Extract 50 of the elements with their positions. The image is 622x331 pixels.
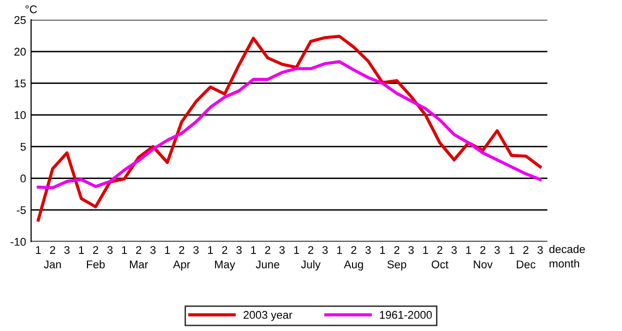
- x-tick-label: 1: [251, 246, 256, 254]
- x-tick-label: 1: [509, 246, 514, 254]
- x-tick-label: 3: [193, 246, 199, 254]
- x-tick-label: 3: [236, 246, 242, 254]
- x-tick-label: 2 July: [301, 246, 321, 271]
- x-tick-label: 1: [208, 246, 213, 254]
- x-tick-label: 3: [279, 246, 285, 254]
- line-series: [36, 34, 542, 222]
- x-tick-label: 1: [380, 246, 385, 254]
- y-axis-title: °C: [26, 5, 37, 14]
- x-tick-label: 3: [107, 246, 113, 254]
- x-tick-label: 1: [122, 246, 127, 254]
- x-tick-label: 2 Nov: [474, 246, 493, 268]
- x-tick-label: 1: [294, 246, 299, 254]
- x-tick-label: 2 Sep: [387, 246, 406, 271]
- x-tick-label: 2 June: [256, 246, 280, 268]
- x-tick-label: 3: [538, 246, 543, 254]
- x-tick-label: 1: [466, 246, 472, 254]
- legend-label: 2003 year: [244, 310, 292, 321]
- x-tick-label: 3: [150, 246, 156, 254]
- x-tick-label: 3: [408, 246, 414, 254]
- x-axis-title: decade month: [549, 244, 585, 268]
- y-tick-label: -10: [10, 238, 26, 246]
- y-tick-label: 5: [20, 142, 26, 151]
- x-tick-label: 1: [79, 246, 84, 254]
- x-tick-label: 2 Dec: [516, 246, 536, 268]
- x-tick-label: 3: [494, 246, 500, 254]
- x-tick-label: 2 Apr: [173, 246, 190, 271]
- line-series: [36, 60, 542, 190]
- x-tick-label: 3: [451, 246, 457, 254]
- y-tick-label: 20: [14, 48, 26, 56]
- x-tick-label: 1: [36, 246, 41, 254]
- x-tick-label: 1: [337, 246, 342, 254]
- x-tick-label: 2 Jan: [44, 246, 61, 268]
- y-tick-label: 0: [20, 174, 26, 182]
- x-tick-label: 1: [423, 246, 428, 254]
- x-tick-label: 2 May: [215, 246, 236, 271]
- y-tick-label: 10: [14, 111, 26, 120]
- x-tick-label: 2 Aug: [344, 246, 363, 271]
- x-tick-label: 1: [165, 246, 170, 254]
- x-tick-label: 2 Feb: [86, 246, 105, 268]
- y-tick-label: 25: [14, 16, 26, 24]
- legend-label: 1961-2000: [380, 310, 432, 319]
- y-tick-label: -5: [16, 206, 26, 214]
- x-tick-label: 3: [64, 246, 70, 254]
- x-tick-label: 2 Oct: [432, 246, 448, 268]
- x-tick-label: 3: [322, 246, 328, 254]
- x-tick-label: 3: [365, 246, 371, 254]
- x-tick-label: 2 Mar: [130, 246, 148, 268]
- y-tick-label: 15: [14, 80, 26, 88]
